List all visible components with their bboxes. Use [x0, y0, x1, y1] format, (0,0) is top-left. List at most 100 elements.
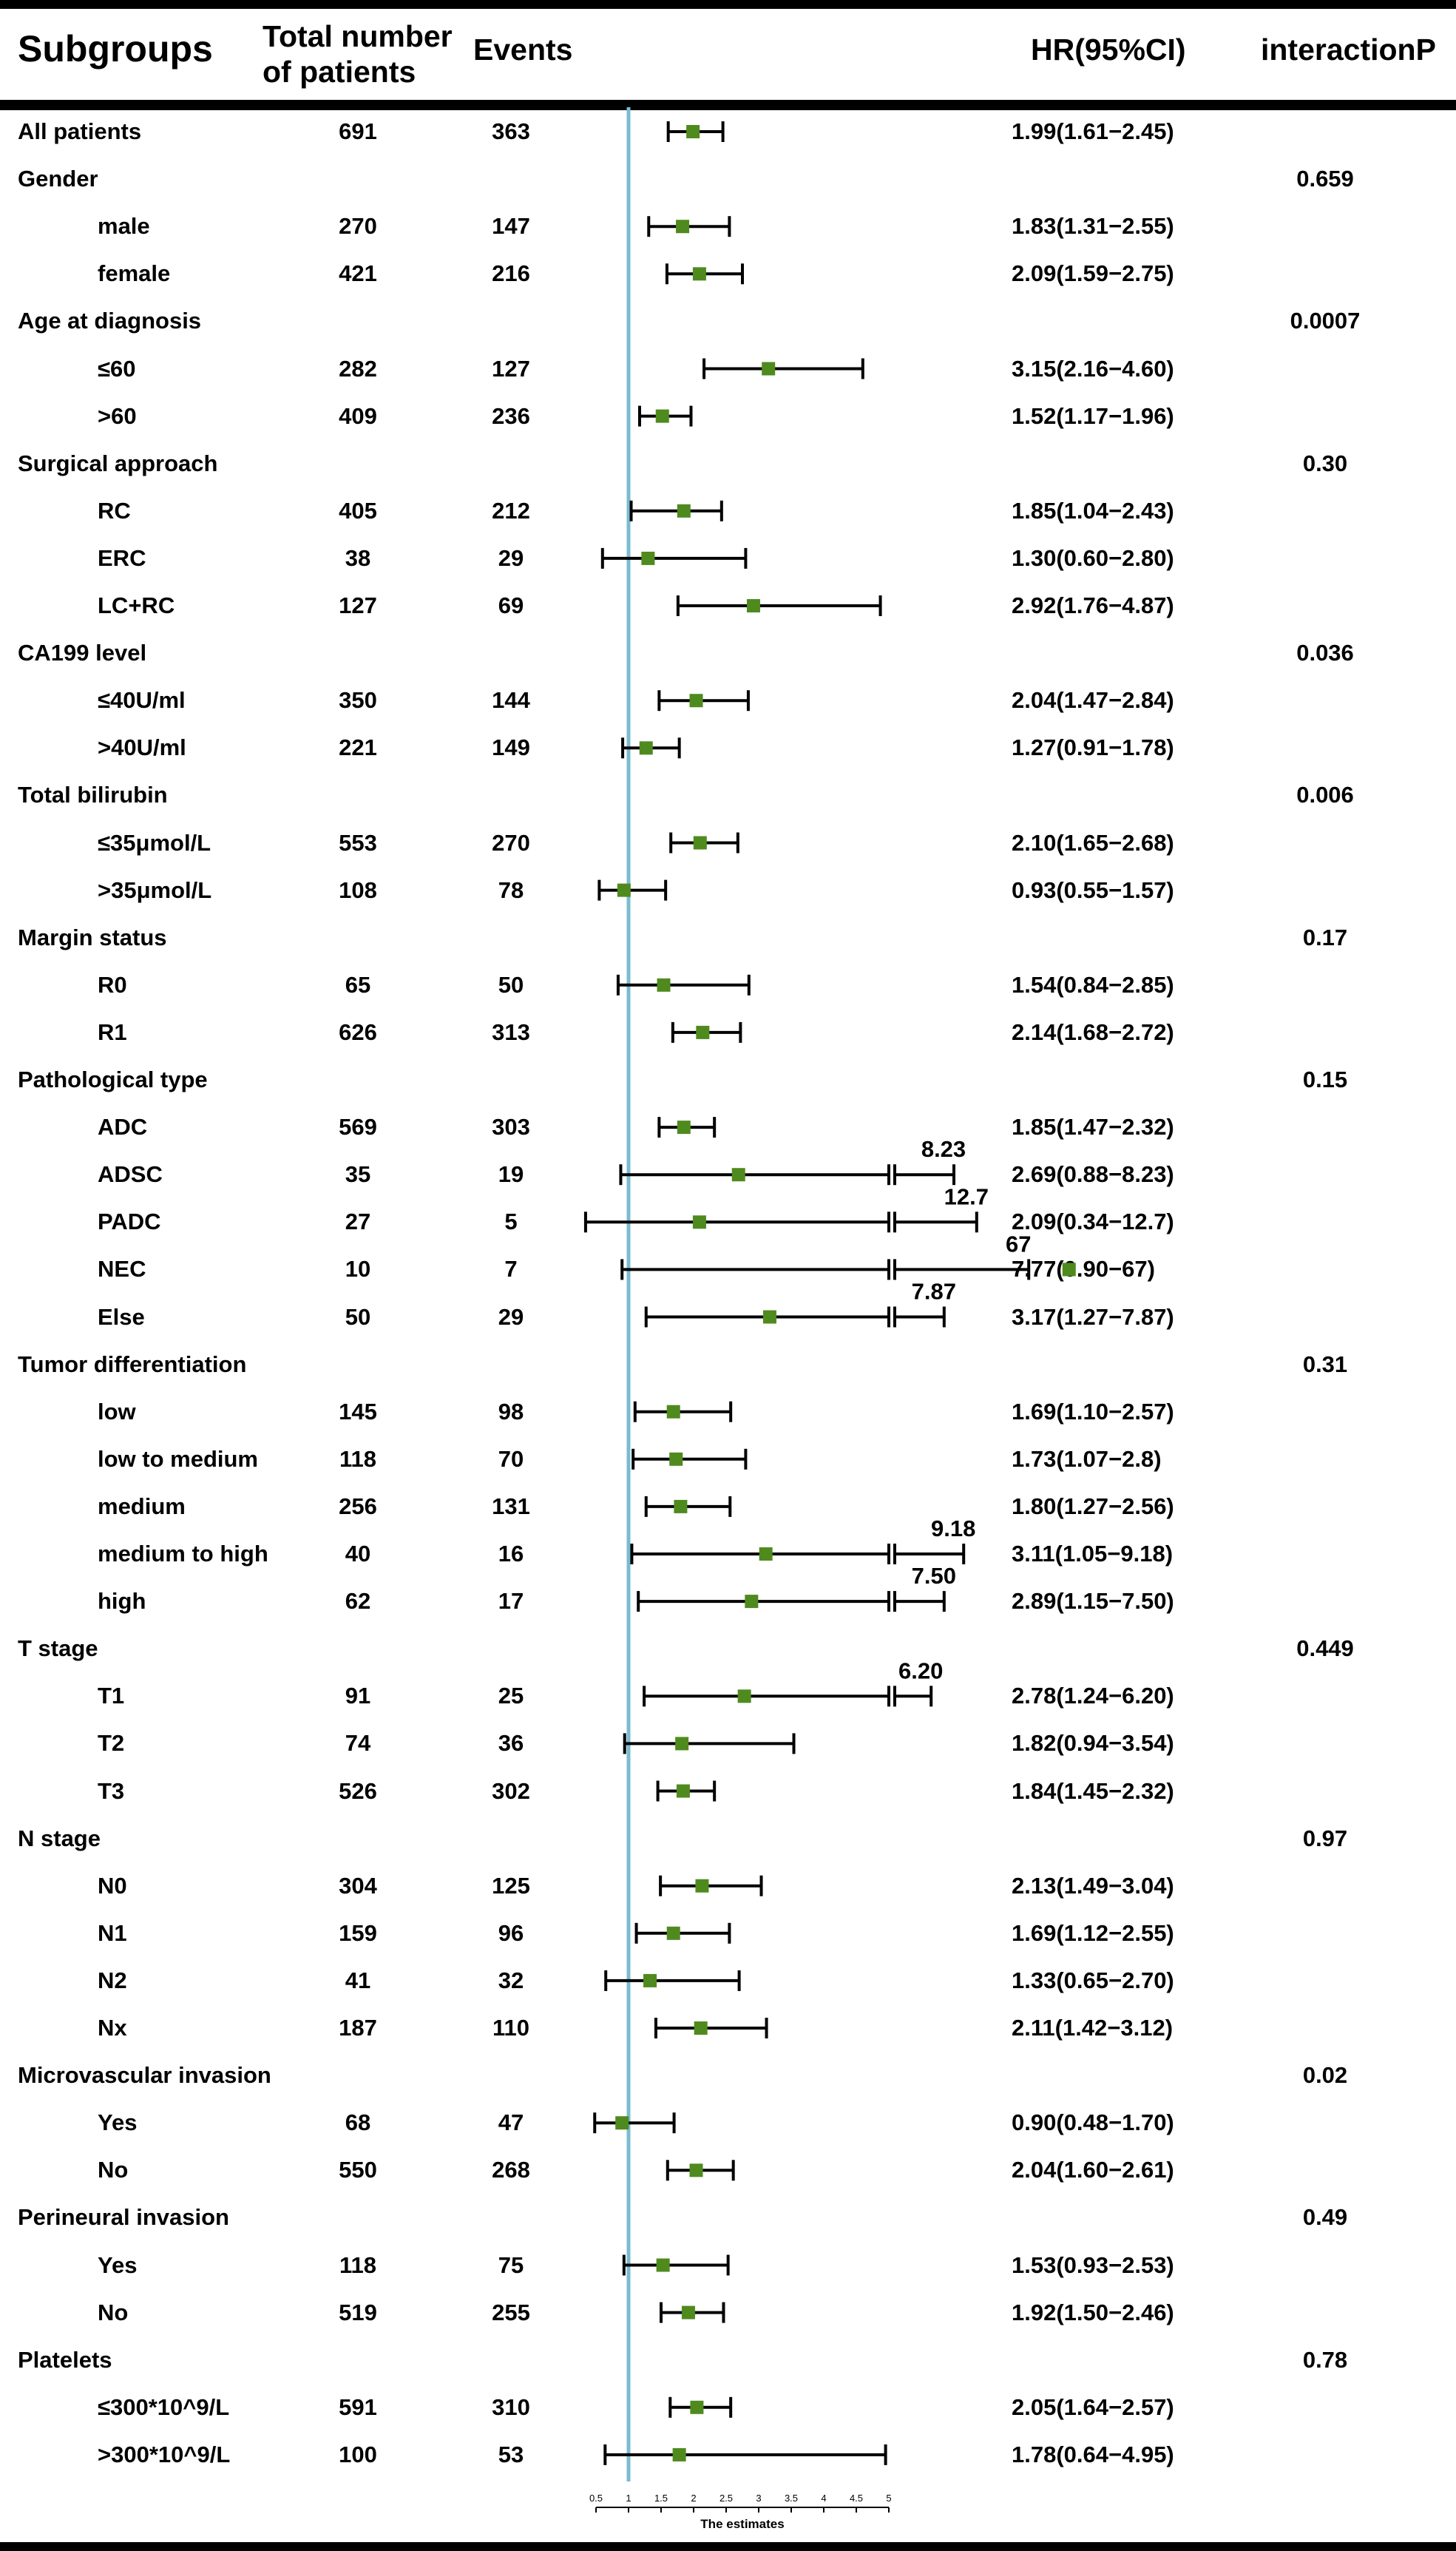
break-upper-label: 6.20 [898, 1658, 943, 1683]
point-estimate [737, 1689, 751, 1703]
patients-count: 256 [339, 1493, 377, 1519]
events-count: 16 [498, 1541, 524, 1567]
subgroup-label: R1 [98, 1018, 127, 1045]
events-count: 149 [492, 734, 530, 761]
break-upper-label: 8.23 [921, 1136, 966, 1162]
subgroup-label: N0 [98, 1872, 127, 1899]
hr-ci-text: 1.52(1.17−1.96) [1012, 402, 1174, 429]
hr-ci-text: 1.53(0.93−2.53) [1012, 2251, 1174, 2278]
point-estimate [681, 2305, 695, 2319]
subgroup-label: >300*10^9/L [98, 2441, 231, 2467]
events-count: 236 [492, 402, 530, 429]
events-count: 29 [498, 544, 524, 571]
x-tick-label: 4.5 [850, 2493, 863, 2504]
subgroup-label: male [98, 213, 150, 240]
point-estimate [615, 2116, 629, 2130]
patients-count: 118 [339, 1445, 377, 1472]
events-count: 75 [498, 2251, 524, 2278]
group-label: All patients [18, 118, 142, 144]
point-estimate [1062, 1263, 1076, 1277]
events-count: 98 [498, 1398, 524, 1425]
subgroup-label: medium [98, 1493, 186, 1519]
hr-ci-text: 7.77(0.90−67) [1012, 1256, 1155, 1283]
patients-count: 304 [339, 1872, 377, 1899]
x-axis-label: The estimates [700, 2517, 784, 2531]
events-count: 50 [498, 971, 524, 998]
point-estimate [657, 978, 671, 992]
point-estimate [686, 125, 700, 138]
x-tick-label: 1 [626, 2493, 631, 2504]
header-rule [0, 100, 1456, 110]
events-count: 270 [492, 829, 530, 856]
events-count: 303 [492, 1114, 530, 1141]
events-count: 36 [498, 1730, 524, 1757]
hr-ci-text: 2.69(0.88−8.23) [1012, 1161, 1174, 1188]
hr-ci-text: 3.11(1.05−9.18) [1012, 1541, 1174, 1567]
patients-count: 187 [339, 2015, 377, 2041]
hr-ci-text: 1.82(0.94−3.54) [1012, 1730, 1174, 1757]
events-count: 255 [492, 2299, 530, 2325]
hr-ci-text: 0.93(0.55−1.57) [1012, 876, 1174, 903]
interaction-p-value: 0.30 [1302, 450, 1348, 476]
group-label: N stage [18, 1825, 101, 1851]
events-count: 131 [492, 1493, 530, 1519]
group-label: Total bilirubin [18, 782, 168, 808]
hr-ci-text: 1.27(0.91−1.78) [1012, 734, 1174, 761]
point-estimate [677, 504, 691, 518]
patients-count: 68 [345, 2109, 371, 2136]
hr-ci-text: 2.92(1.76−4.87) [1012, 592, 1174, 618]
subgroup-label: >35μmol/L [98, 876, 212, 903]
subgroup-label: No [98, 2157, 129, 2183]
patients-count: 409 [339, 402, 377, 429]
interaction-p-value: 0.036 [1296, 640, 1354, 666]
x-tick-label: 1.5 [654, 2493, 668, 2504]
group-label: Pathological type [18, 1067, 208, 1092]
point-estimate [643, 1973, 657, 1987]
point-estimate [666, 1926, 680, 1940]
events-count: 17 [498, 1588, 524, 1615]
patients-count: 35 [345, 1161, 371, 1188]
point-estimate [655, 409, 669, 423]
subgroup-label: No [98, 2299, 129, 2325]
patients-count: 519 [339, 2299, 377, 2325]
events-count: 144 [492, 687, 530, 714]
events-count: 110 [492, 2015, 530, 2041]
events-count: 313 [492, 1018, 530, 1045]
interaction-p-value: 0.15 [1302, 1067, 1348, 1092]
patients-count: 553 [339, 829, 377, 856]
point-estimate [674, 1499, 688, 1513]
hr-ci-text: 2.89(1.15−7.50) [1012, 1588, 1174, 1615]
header-hr: HR(95%CI) [1031, 33, 1186, 67]
patients-count: 40 [345, 1541, 371, 1567]
point-estimate [745, 1595, 759, 1609]
patients-count: 27 [345, 1209, 371, 1235]
subgroup-label: RC [98, 497, 131, 524]
interaction-p-value: 0.02 [1302, 2062, 1348, 2089]
group-label: Age at diagnosis [18, 308, 202, 334]
hr-ci-text: 2.11(1.42−3.12) [1012, 2015, 1174, 2041]
group-label: Microvascular invasion [18, 2062, 271, 2089]
point-estimate [677, 1121, 691, 1135]
hr-ci-text: 1.83(1.31−2.55) [1012, 213, 1174, 240]
subgroup-label: female [98, 260, 171, 287]
hr-ci-text: 1.33(0.65−2.70) [1012, 1967, 1174, 1993]
group-label: Tumor differentiation [18, 1351, 247, 1377]
subgroup-label: ADC [98, 1114, 148, 1141]
events-count: 216 [492, 260, 530, 287]
x-tick-label: 5 [886, 2493, 891, 2504]
point-estimate [731, 1168, 745, 1182]
events-count: 69 [498, 592, 524, 618]
group-label: Surgical approach [18, 450, 218, 476]
events-count: 302 [492, 1777, 530, 1804]
subgroup-label: NEC [98, 1256, 146, 1283]
patients-count: 626 [339, 1018, 377, 1045]
subgroup-label: T3 [98, 1777, 125, 1804]
x-tick-label: 3 [756, 2493, 761, 2504]
hr-ci-text: 1.85(1.47−2.32) [1012, 1114, 1174, 1141]
subgroup-label: ≤60 [98, 355, 136, 382]
events-count: 5 [504, 1209, 518, 1235]
hr-ci-text: 2.09(1.59−2.75) [1012, 260, 1174, 287]
hr-ci-text: 2.04(1.47−2.84) [1012, 687, 1174, 714]
subgroup-label: ERC [98, 544, 146, 571]
